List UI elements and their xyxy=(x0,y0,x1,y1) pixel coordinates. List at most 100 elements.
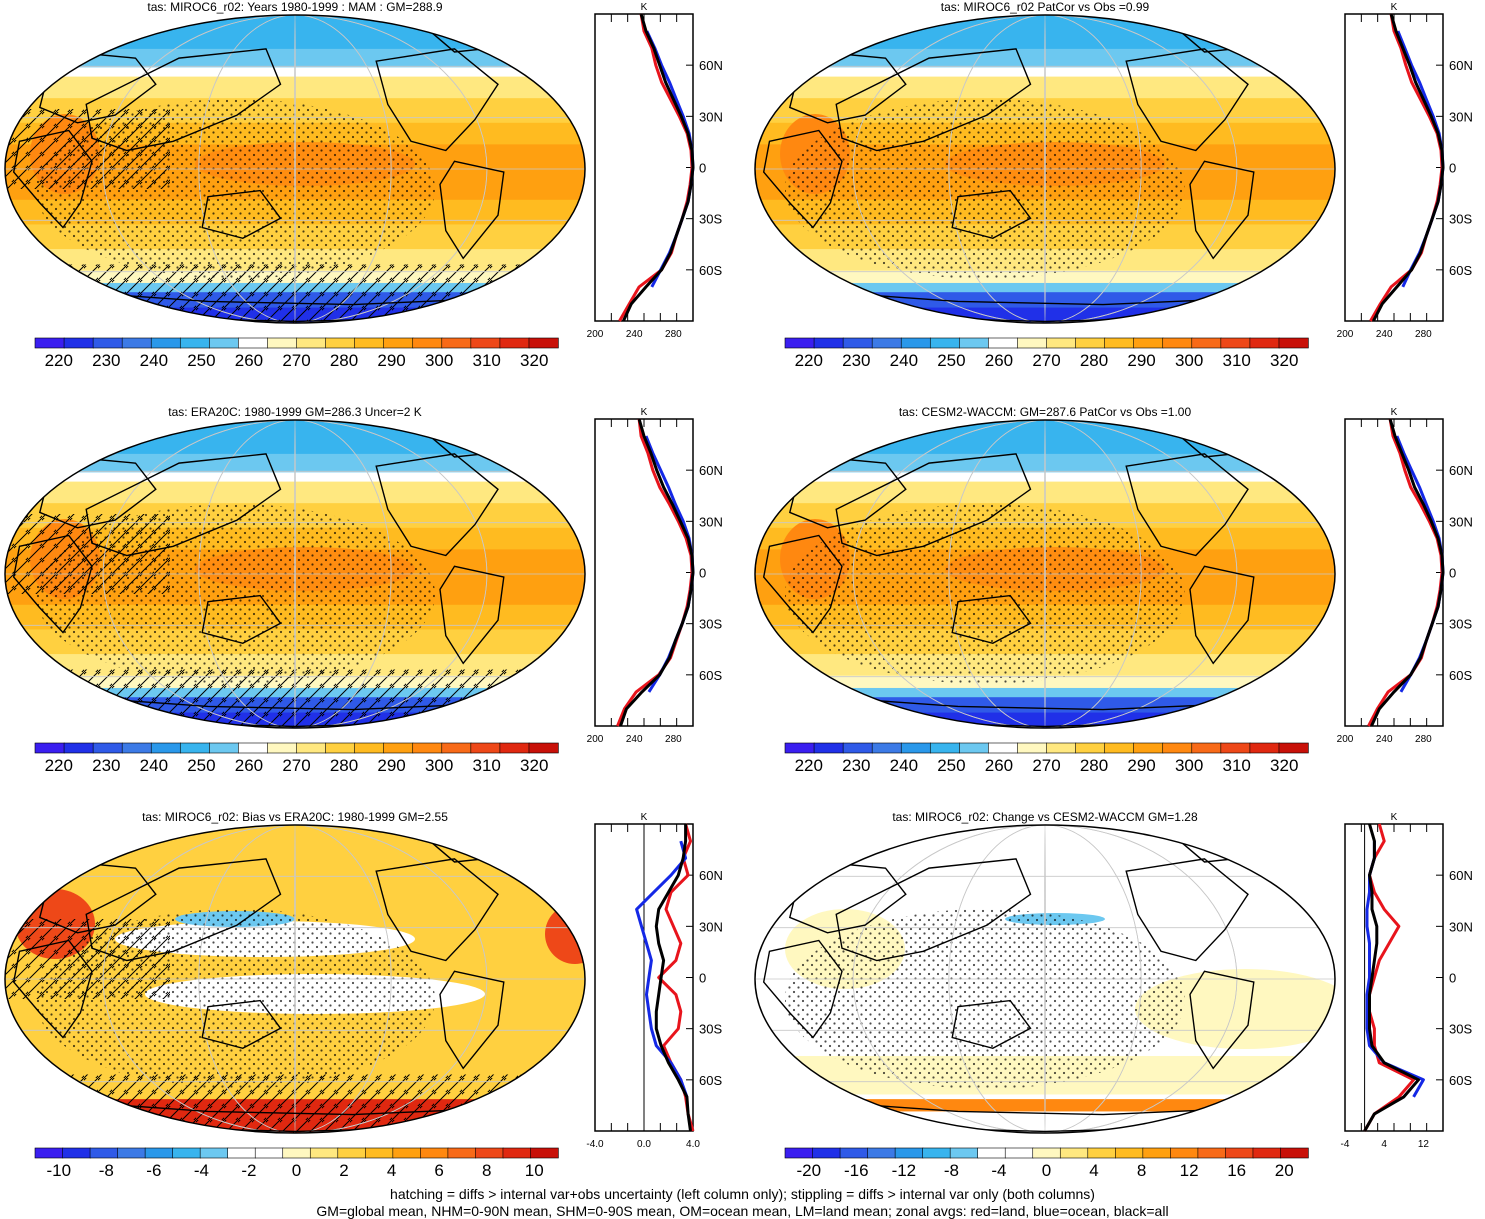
colorbar-1: 220 230 240 250 260 270 280 290 300 310 320 xyxy=(784,337,1309,370)
coastline xyxy=(762,129,843,229)
colorbar-swatch xyxy=(900,742,931,754)
panel-title: tas: MIROC6_r02 PatCor vs Obs =0.99 xyxy=(941,0,1150,14)
colorbar-swatch xyxy=(383,337,414,349)
colorbar-swatch xyxy=(959,742,990,754)
colorbar-swatch xyxy=(1278,337,1309,349)
coastline xyxy=(85,453,282,557)
colorbar-swatch xyxy=(117,1147,146,1159)
profile-unit-label: K xyxy=(1391,407,1398,418)
colorbar-tick-label: -20 xyxy=(796,1161,821,1180)
profile-line-ocean xyxy=(1395,435,1445,693)
colorbar-3: 220 230 240 250 260 270 280 290 300 310 320 xyxy=(784,742,1309,775)
colorbar-tick-label: 310 xyxy=(1222,756,1250,775)
colorbar-tick-label: 260 xyxy=(985,351,1013,370)
profile-ytick-label: 60N xyxy=(699,463,723,478)
field-weak xyxy=(1135,969,1335,1049)
colorbar-tick-label: 20 xyxy=(1275,1161,1294,1180)
profile-frame xyxy=(1344,823,1444,1132)
colorbar-swatch xyxy=(959,337,990,349)
profile-ytick-label: 30N xyxy=(699,109,723,124)
profile-ytick-label: 60N xyxy=(1449,58,1473,73)
colorbar-tick-label: -6 xyxy=(146,1161,161,1180)
colorbar-tick-label: -16 xyxy=(844,1161,869,1180)
colorbar-tick-label: 320 xyxy=(1270,351,1298,370)
map-border xyxy=(4,14,586,324)
colorbar-swatch xyxy=(1252,1147,1282,1159)
colorbar-swatch xyxy=(1220,337,1251,349)
colorbar-tick-label: 300 xyxy=(1175,756,1203,775)
colorbar-tick-label: 10 xyxy=(525,1161,544,1180)
graticule-lon xyxy=(948,420,1142,728)
map-border xyxy=(754,824,1336,1134)
colorbar-swatch xyxy=(441,742,472,754)
colorbar-swatch xyxy=(1191,337,1222,349)
colorbar-tick-label: -8 xyxy=(944,1161,959,1180)
colorbar-tick-label: 280 xyxy=(1080,756,1108,775)
colorbar-swatch xyxy=(1075,742,1106,754)
colorbar-swatch xyxy=(63,742,94,754)
graticule-lon xyxy=(1044,825,1046,1133)
profile-xtick-label: 200 xyxy=(1337,329,1354,340)
colorbar-tick-label: 230 xyxy=(842,756,870,775)
profile-line-all xyxy=(1370,418,1445,727)
map-border xyxy=(4,419,586,729)
field-band xyxy=(5,481,585,504)
colorbar-swatch xyxy=(392,1147,422,1159)
graticule-lon xyxy=(948,15,1142,323)
colorbar-swatch xyxy=(1104,337,1135,349)
colorbar-tick-label: 16 xyxy=(1227,1161,1246,1180)
zonal-profile-0: K 200 240 280 60N 30N 0 30S 60S xyxy=(587,2,723,340)
coastline xyxy=(1189,970,1255,1070)
colorbar-swatch xyxy=(1162,337,1193,349)
colorbar-swatch xyxy=(172,1147,201,1159)
panel-title: tas: MIROC6_r02: Years 1980-1999 : MAM :… xyxy=(147,0,442,14)
coastline xyxy=(1189,565,1255,665)
colorbar-tick-label: 290 xyxy=(377,756,405,775)
panel-title: tas: ERA20C: 1980-1999 GM=286.3 Uncer=2 … xyxy=(168,405,421,419)
coastline xyxy=(762,534,843,634)
colorbar-swatch xyxy=(813,742,844,754)
profile-xtick-label: 280 xyxy=(1415,329,1432,340)
coastline xyxy=(1125,858,1249,962)
colorbar-swatch xyxy=(988,337,1019,349)
profile-ytick-label: 60S xyxy=(699,263,722,278)
colorbar-tick-label: 240 xyxy=(890,756,918,775)
field-band xyxy=(755,472,1335,483)
coastline xyxy=(1189,160,1255,260)
colorbar-swatch xyxy=(470,742,501,754)
colorbar-swatch xyxy=(282,1147,311,1159)
colorbar-swatch xyxy=(354,742,385,754)
colorbar-tick-label: 320 xyxy=(1270,756,1298,775)
colorbar-swatch xyxy=(62,1147,91,1159)
map-field xyxy=(5,825,585,1133)
footer-note-hatching: hatching = diffs > internal var+obs unce… xyxy=(390,1186,1095,1202)
colorbar-swatch xyxy=(1278,742,1309,754)
colorbar-tick-label: 310 xyxy=(472,351,500,370)
colorbar-swatch xyxy=(470,337,501,349)
profile-unit-label: K xyxy=(641,2,648,13)
colorbar-swatch xyxy=(89,1147,119,1159)
profile-ytick-label: 30N xyxy=(699,919,723,934)
profile-line-all xyxy=(1372,13,1445,322)
colorbar-swatch xyxy=(842,742,873,754)
colorbar-tick-label: 300 xyxy=(425,756,453,775)
colorbar-tick-label: 260 xyxy=(235,756,263,775)
colorbar-swatch xyxy=(1046,337,1077,349)
colorbar-swatch xyxy=(354,337,385,349)
colorbar-swatch xyxy=(929,742,961,754)
colorbar-tick-label: 280 xyxy=(330,756,358,775)
profile-ytick-label: 0 xyxy=(699,566,706,581)
profile-ytick-label: 60N xyxy=(1449,868,1473,883)
profile-ytick-label: 60N xyxy=(699,868,723,883)
profile-ytick-label: 30S xyxy=(1449,617,1472,632)
colorbar-0: 220 230 240 250 260 270 280 290 300 310 320 xyxy=(34,337,559,370)
profile-ytick-label: 0 xyxy=(1449,566,1456,581)
coastline xyxy=(12,534,93,634)
colorbar-swatch xyxy=(150,742,181,754)
map-field xyxy=(5,15,585,323)
profile-xtick-label: -4 xyxy=(1341,1139,1350,1150)
profile-ytick-label: 30S xyxy=(1449,1022,1472,1037)
profile-ytick-label: 30N xyxy=(1449,919,1473,934)
colorbar-swatch xyxy=(499,742,530,754)
colorbar-swatch xyxy=(922,1147,951,1159)
